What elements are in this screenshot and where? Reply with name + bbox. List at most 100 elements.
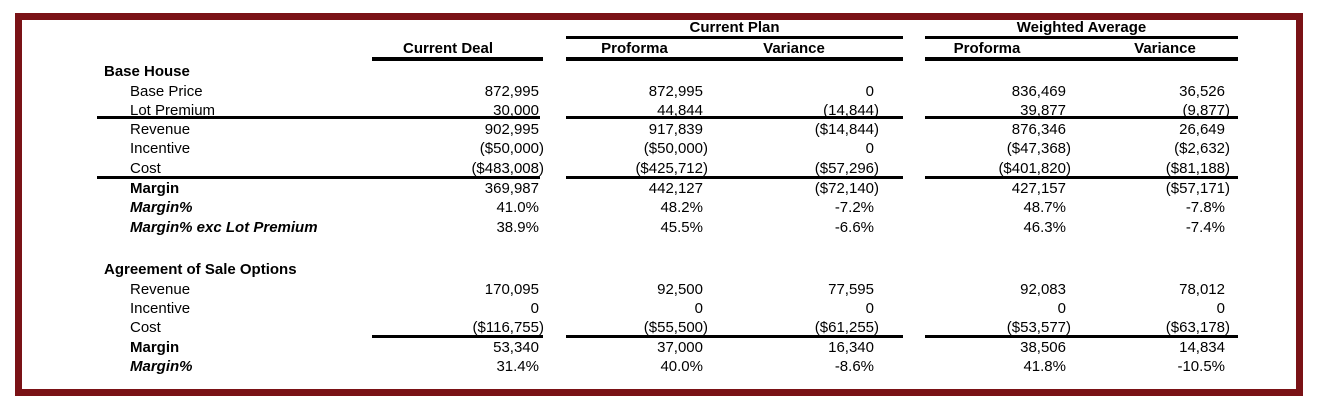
cell-wa-proforma: 39,877 [1020,102,1066,119]
cell-wa-variance: -7.4% [1185,219,1225,236]
row-bh-cost: Cost ($483,008) ($425,712) ($57,296) ($4… [0,161,1326,177]
cell-wa-proforma: ($47,368) [1006,140,1071,157]
row-label: Margin% [130,199,193,216]
cell-cp-proforma: 37,000 [657,339,703,356]
rule-aos-margin-wa [925,335,1238,338]
column-header-row: Current Deal Proforma Variance Proforma … [0,41,1326,57]
row-label: Incentive [130,300,191,317]
cell-current-deal: ($483,008) [471,160,544,177]
row-label: Margin [130,180,180,197]
cell-wa-proforma: 427,157 [1011,180,1066,197]
column-group-header-row: Current Plan Weighted Average [0,20,1326,36]
cell-cp-variance: 0 [865,300,874,317]
rule-header-current-plan [566,57,903,61]
rule-header-weighted-average [925,57,1238,61]
row-bh-margin-pct: Margin% 41.0% 48.2% -7.2% 48.7% -7.8% [0,200,1326,216]
cell-current-deal: 31.4% [496,358,539,375]
row-label: Revenue [130,281,191,298]
cell-current-deal: ($50,000) [479,140,544,157]
cell-cp-variance: 16,340 [828,339,874,356]
row-bh-margin: Margin 369,987 442,127 ($72,140) 427,157… [0,181,1326,197]
row-label: Base Price [130,83,203,100]
row-label: Cost [130,160,161,177]
rule-bh-margin-cp [566,176,903,179]
rule-header-current-deal [372,57,543,61]
cell-wa-proforma: ($53,577) [1006,319,1071,336]
rule-aos-margin-cp [566,335,903,338]
column-header-current-deal: Current Deal [402,40,494,57]
section-header-agreement-of-sale-options: Agreement of Sale Options [0,262,1326,278]
cell-cp-proforma: 872,995 [648,83,703,100]
cell-cp-proforma: 917,839 [648,121,703,138]
cell-wa-variance: 36,526 [1179,83,1225,100]
cell-cp-variance: ($72,140) [814,180,879,197]
cell-cp-proforma: 0 [694,300,703,317]
row-aos-margin: Margin 53,340 37,000 16,340 38,506 14,83… [0,340,1326,356]
row-label: Revenue [130,121,191,138]
cell-current-deal: 30,000 [493,102,539,119]
cell-wa-proforma: 41.8% [1023,358,1066,375]
column-header-cp-proforma: Proforma [601,40,668,57]
cell-wa-proforma: 46.3% [1023,219,1066,236]
cell-cp-proforma: ($55,500) [643,319,708,336]
row-bh-margin-pct-exc: Margin% exc Lot Premium 38.9% 45.5% -6.6… [0,220,1326,236]
cell-cp-variance: -6.6% [834,219,874,236]
row-aos-incentive: Incentive 0 0 0 0 0 [0,301,1326,317]
cell-cp-proforma: ($425,712) [635,160,708,177]
cell-wa-variance: ($81,188) [1165,160,1230,177]
cell-cp-variance: 0 [865,140,874,157]
cell-cp-proforma: ($50,000) [643,140,708,157]
cell-current-deal: 53,340 [493,339,539,356]
cell-current-deal: 41.0% [496,199,539,216]
cell-wa-proforma: ($401,820) [998,160,1071,177]
cell-wa-proforma: 876,346 [1011,121,1066,138]
cell-wa-variance: ($57,171) [1165,180,1230,197]
row-aos-cost: Cost ($116,755) ($55,500) ($61,255) ($53… [0,320,1326,336]
cell-wa-variance: 26,649 [1179,121,1225,138]
rule-bh-margin-left [97,176,540,179]
column-group-current-plan: Current Plan [689,19,780,36]
section-title: Agreement of Sale Options [104,261,297,278]
cell-current-deal: 0 [530,300,539,317]
rule-bh-revenue-left [97,116,540,119]
cell-current-deal: 369,987 [484,180,539,197]
rule-bh-margin-wa [925,176,1238,179]
column-header-wa-variance: Variance [1134,40,1196,57]
row-base-price: Base Price 872,995 872,995 0 836,469 36,… [0,84,1326,100]
row-bh-revenue: Revenue 902,995 917,839 ($14,844) 876,34… [0,122,1326,138]
cell-cp-proforma: 48.2% [660,199,703,216]
row-bh-incentive: Incentive ($50,000) ($50,000) 0 ($47,368… [0,141,1326,157]
row-label: Margin% exc Lot Premium [130,219,318,236]
column-group-weighted-average: Weighted Average [1016,19,1147,36]
cell-cp-variance: 0 [865,83,874,100]
cell-current-deal: 170,095 [484,281,539,298]
section-header-base-house: Base House [0,64,1326,80]
cell-cp-variance: ($61,255) [814,319,879,336]
cell-cp-variance: -7.2% [834,199,874,216]
cell-current-deal: ($116,755) [472,319,544,336]
cell-cp-proforma: 40.0% [660,358,703,375]
cell-wa-proforma: 92,083 [1020,281,1066,298]
cell-wa-variance: -10.5% [1177,358,1225,375]
cell-cp-variance: 77,595 [828,281,874,298]
cell-wa-variance: ($63,178) [1165,319,1230,336]
cell-cp-variance: ($57,296) [814,160,879,177]
rule-bh-revenue-wa [925,116,1238,119]
cell-cp-proforma: 92,500 [657,281,703,298]
section-title: Base House [104,63,190,80]
cell-current-deal: 902,995 [484,121,539,138]
rule-aos-margin-left [372,335,543,338]
row-aos-revenue: Revenue 170,095 92,500 77,595 92,083 78,… [0,282,1326,298]
cell-wa-proforma: 38,506 [1020,339,1066,356]
cell-wa-proforma: 836,469 [1011,83,1066,100]
cell-cp-proforma: 442,127 [648,180,703,197]
cell-wa-variance: 0 [1216,300,1225,317]
cell-wa-variance: 14,834 [1179,339,1225,356]
report-frame [15,13,1303,396]
cell-wa-variance: 78,012 [1179,281,1225,298]
column-header-cp-variance: Variance [763,40,825,57]
cell-wa-variance: -7.8% [1185,199,1225,216]
cell-cp-variance: ($14,844) [814,121,879,138]
row-label: Cost [130,319,161,336]
